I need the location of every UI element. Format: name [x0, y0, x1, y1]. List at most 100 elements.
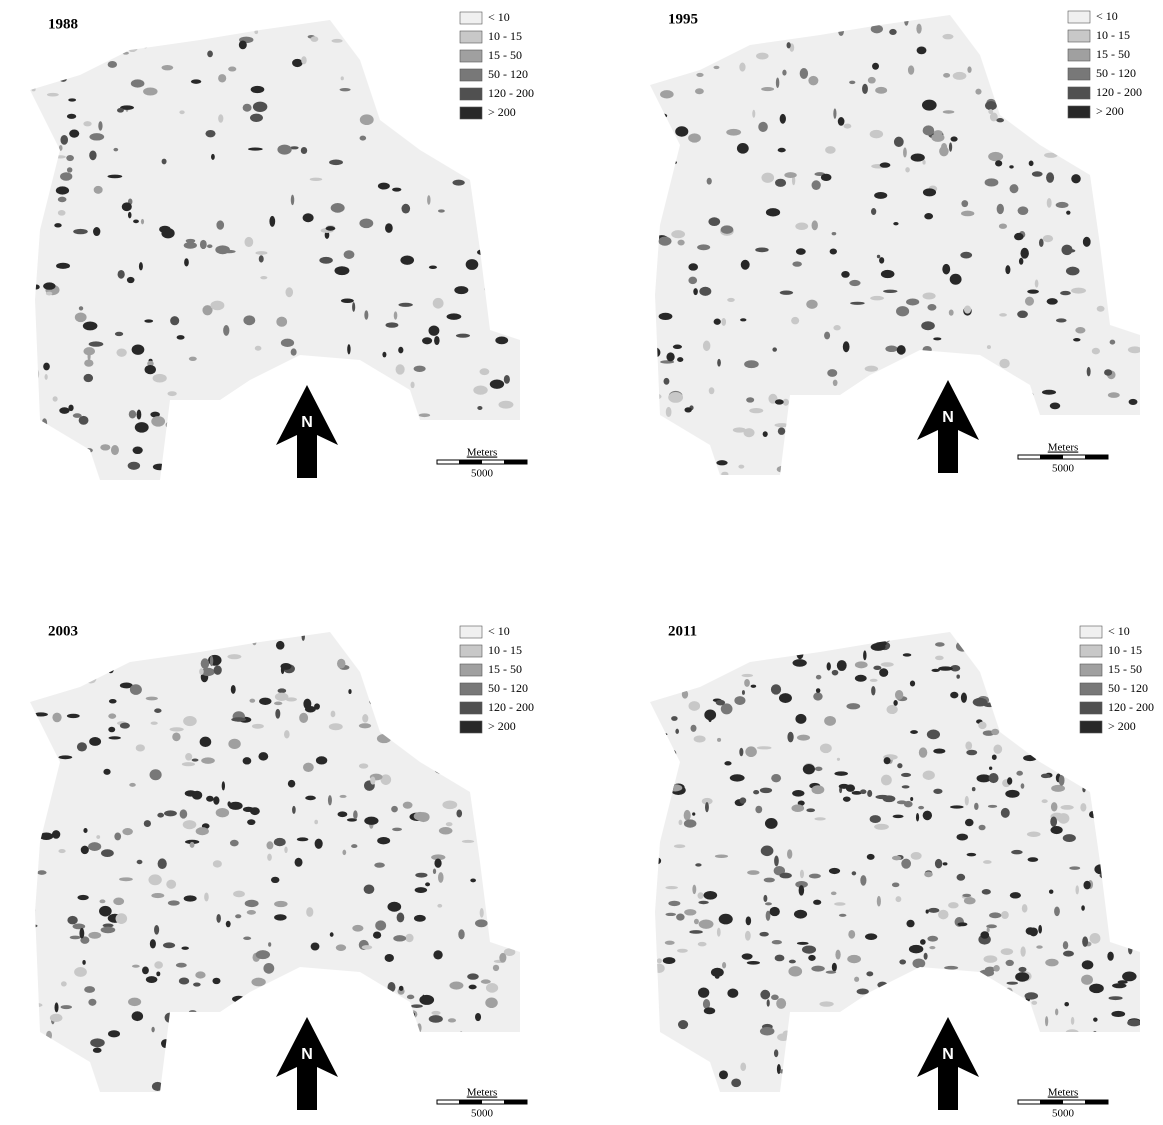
patch — [431, 655, 440, 658]
patch — [1070, 63, 1083, 67]
patch — [130, 684, 142, 695]
patch — [374, 863, 385, 868]
patch — [1018, 206, 1029, 215]
patch — [977, 466, 986, 470]
patch — [502, 891, 514, 895]
patch — [728, 644, 735, 651]
patch — [492, 259, 504, 267]
patch — [716, 700, 725, 706]
patch — [226, 921, 231, 927]
patch — [722, 962, 726, 968]
patch — [678, 1020, 688, 1029]
patch — [73, 924, 86, 930]
north-arrow — [917, 1017, 979, 1110]
patch — [979, 825, 986, 831]
patch — [1056, 318, 1067, 322]
patch — [871, 643, 886, 651]
patch — [200, 240, 207, 249]
patch — [1106, 196, 1116, 202]
patch — [59, 407, 69, 414]
patch — [471, 104, 484, 107]
year-title: 2003 — [48, 623, 78, 639]
patch — [883, 1062, 896, 1072]
patch — [1108, 870, 1119, 878]
patch — [245, 900, 259, 907]
patch — [46, 1031, 52, 1040]
patch — [1028, 857, 1039, 862]
patch — [396, 364, 405, 374]
patch — [910, 681, 915, 687]
patch — [434, 336, 440, 345]
patch — [407, 995, 414, 1000]
patch — [189, 1078, 204, 1086]
patch — [765, 902, 772, 905]
patch — [1061, 805, 1074, 810]
patch — [787, 849, 792, 859]
patch — [733, 427, 746, 432]
patch — [301, 147, 307, 154]
patch — [58, 210, 66, 216]
patch — [481, 979, 491, 983]
patch — [761, 173, 774, 183]
patch — [434, 439, 438, 446]
patch — [419, 413, 430, 417]
patch — [228, 739, 240, 749]
patch — [1080, 803, 1086, 811]
patch — [947, 984, 954, 992]
patch — [808, 955, 815, 961]
patch — [881, 775, 892, 786]
patch — [385, 223, 393, 233]
patch — [88, 842, 101, 851]
patch — [997, 204, 1004, 214]
patch — [268, 942, 271, 946]
legend-label: 15 - 50 — [1096, 47, 1130, 61]
patch — [837, 429, 844, 435]
patch — [922, 160, 925, 165]
legend-swatch — [460, 50, 482, 62]
patch — [301, 989, 306, 1000]
legend-label: < 10 — [1108, 624, 1130, 638]
patch — [341, 299, 354, 303]
patch — [866, 971, 873, 976]
patch — [1134, 1048, 1146, 1059]
patch — [730, 33, 738, 36]
patch — [69, 129, 79, 137]
patch — [886, 637, 890, 642]
patch — [883, 290, 897, 293]
patch — [39, 786, 43, 797]
legend-label: 50 - 120 — [488, 681, 528, 695]
patch — [856, 14, 866, 20]
patch — [394, 1064, 402, 1068]
patch — [429, 1015, 443, 1023]
patch — [486, 887, 492, 892]
patch — [692, 812, 695, 815]
patch — [816, 675, 821, 680]
patch — [1083, 881, 1090, 890]
patch — [27, 161, 35, 172]
patch — [917, 453, 931, 461]
patch — [874, 192, 887, 199]
patch — [453, 720, 460, 729]
patch — [331, 711, 336, 718]
patch — [153, 464, 167, 471]
patch — [231, 717, 246, 721]
patch — [204, 1019, 213, 1025]
patch — [903, 653, 912, 656]
patch — [118, 270, 125, 279]
patch — [503, 150, 507, 157]
patch — [192, 759, 199, 762]
patch — [694, 735, 706, 742]
patch — [900, 985, 904, 989]
patch — [243, 315, 255, 325]
patch — [216, 808, 229, 817]
study-area — [30, 632, 520, 1092]
patch — [843, 21, 852, 28]
patch — [305, 796, 316, 801]
patch — [166, 421, 177, 429]
patch — [961, 693, 967, 703]
patch — [660, 90, 674, 98]
patch — [911, 1033, 923, 1038]
patch — [1012, 1015, 1016, 1025]
patch — [484, 867, 489, 877]
patch — [373, 931, 381, 938]
